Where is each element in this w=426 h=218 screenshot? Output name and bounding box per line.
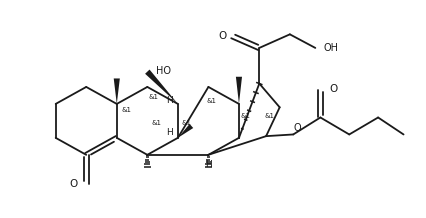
Text: O: O (293, 123, 300, 133)
Text: O: O (69, 179, 78, 189)
Polygon shape (235, 77, 242, 104)
Text: HO: HO (156, 66, 171, 76)
Text: &1: &1 (181, 120, 191, 126)
Text: H: H (166, 96, 173, 105)
Text: H: H (204, 160, 211, 169)
Text: &1: &1 (148, 94, 158, 100)
Polygon shape (178, 124, 193, 138)
Text: &1: &1 (206, 97, 216, 104)
Text: H: H (166, 128, 173, 137)
Text: &1: &1 (240, 113, 250, 119)
Text: &1: &1 (121, 107, 131, 113)
Polygon shape (113, 78, 120, 104)
Text: O: O (328, 84, 337, 94)
Polygon shape (145, 70, 178, 104)
Text: O: O (218, 31, 227, 41)
Text: &1: &1 (264, 113, 274, 119)
Text: OH: OH (323, 43, 338, 53)
Text: &1: &1 (152, 120, 161, 126)
